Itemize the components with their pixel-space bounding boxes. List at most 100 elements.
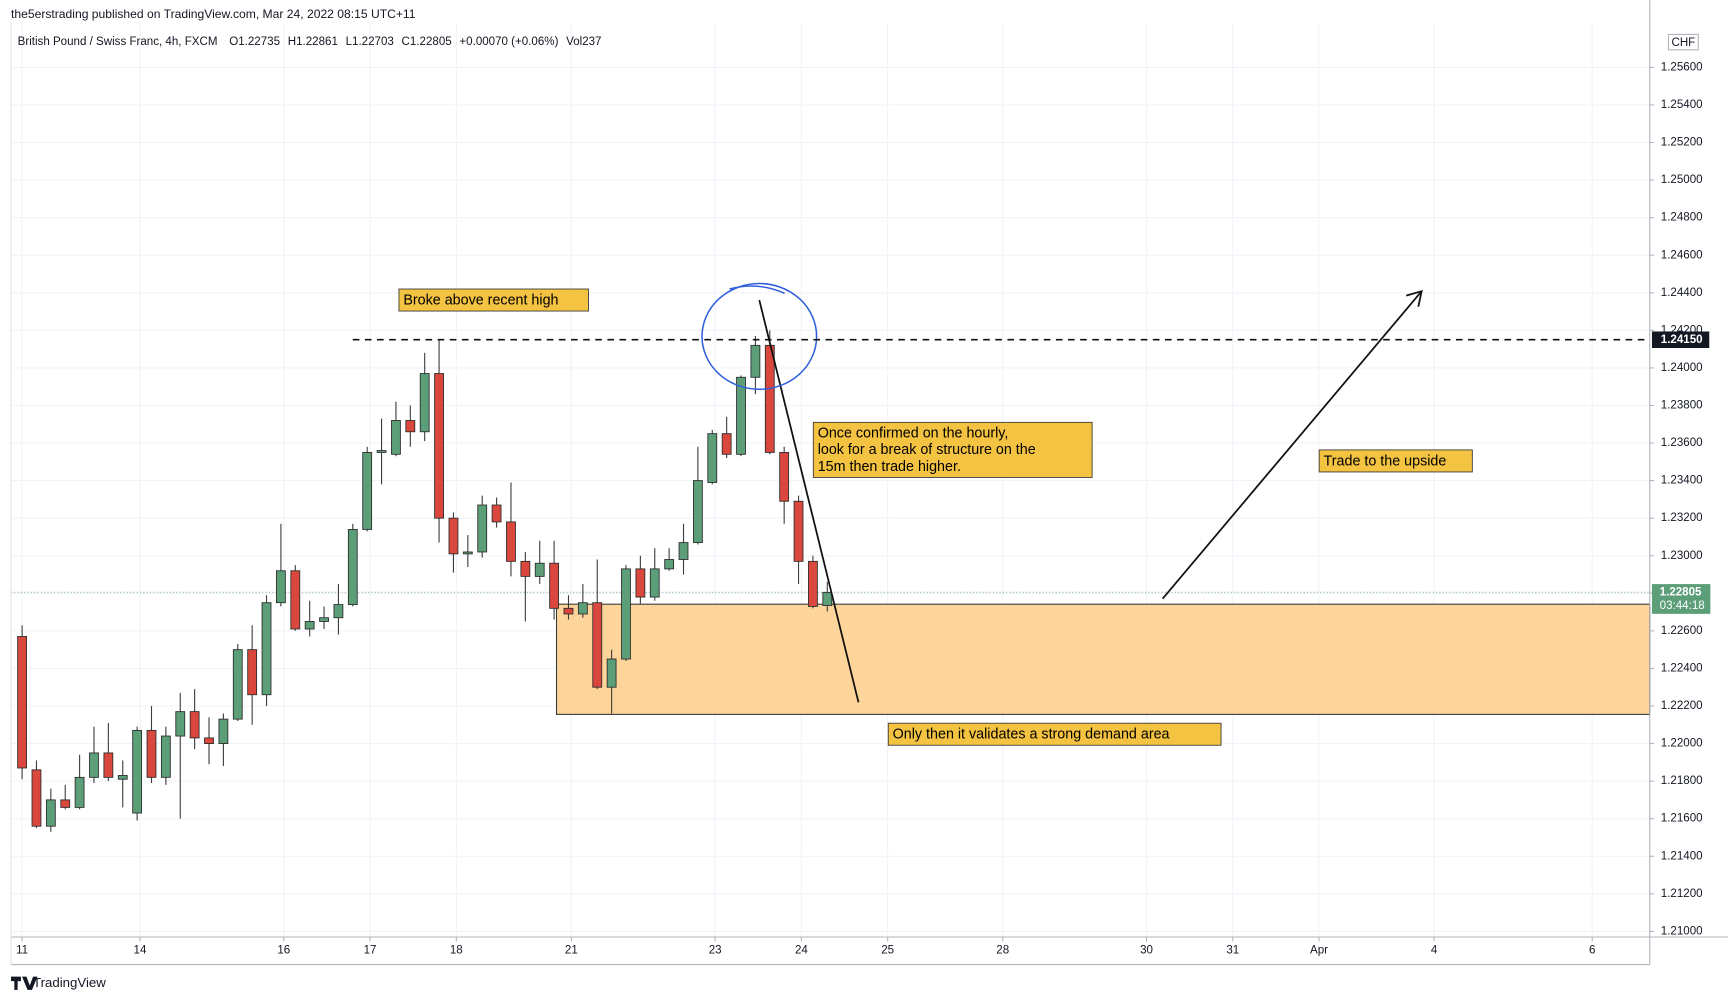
candle-body <box>45 799 56 827</box>
candle-body <box>232 649 243 720</box>
highlight-stroke <box>729 285 785 295</box>
last-price-box <box>1651 584 1711 614</box>
candle-body <box>132 729 143 814</box>
y-tick-label: 1.22200 <box>1661 700 1703 712</box>
annotation-text: Once confirmed on the hourly, <box>818 426 1009 442</box>
annotation-box <box>812 421 1093 478</box>
y-tick-label: 1.22000 <box>1661 738 1703 750</box>
y-tick-label: 1.24400 <box>1661 287 1703 299</box>
candle-body <box>563 607 574 615</box>
x-tick-label: 18 <box>450 944 463 956</box>
candle-body <box>822 591 833 606</box>
arrow-line <box>1161 290 1423 600</box>
candle-body <box>793 500 804 562</box>
quote-item: +0.00070 (+0.06%) <box>459 36 558 48</box>
y-tick-label: 1.25600 <box>1661 61 1703 73</box>
candle-body <box>592 602 603 688</box>
candle-body <box>376 450 387 453</box>
y-tick-label: 1.21400 <box>1661 850 1703 862</box>
candle-body <box>276 570 286 604</box>
candle-body <box>419 373 430 433</box>
candle-body <box>74 776 85 808</box>
y-tick-label: 1.24600 <box>1661 249 1703 261</box>
x-tick-label: 14 <box>134 944 147 956</box>
candle-body <box>736 376 746 455</box>
candle-body <box>89 752 99 778</box>
y-tick-label: 1.21800 <box>1661 775 1703 787</box>
x-tick-label: 6 <box>1589 944 1595 956</box>
x-tick-label: 28 <box>996 944 1009 956</box>
x-tick-label: 17 <box>364 944 377 956</box>
publisher: the5erstrading published on TradingView.… <box>11 7 416 21</box>
candle-body <box>692 480 703 544</box>
candle-body <box>391 420 401 455</box>
currency-box <box>1667 33 1699 51</box>
y-tick-label: 1.21000 <box>1661 925 1703 937</box>
candle-body <box>664 559 675 570</box>
y-tick-label: 1.21600 <box>1661 813 1703 825</box>
annotation-text: Broke above recent high <box>403 292 558 308</box>
logo <box>11 976 38 990</box>
x-tick-label: 23 <box>709 944 722 956</box>
level-label-box <box>1651 331 1710 349</box>
annotation-text: Only then it validates a strong demand a… <box>893 727 1170 743</box>
candle-body <box>707 433 718 483</box>
quote-item: L1.22703 <box>346 36 394 48</box>
y-tick-label: 1.25200 <box>1661 137 1703 149</box>
candle-body <box>362 451 373 530</box>
candle-body <box>549 562 560 609</box>
candle-body <box>477 504 488 553</box>
highlight-circle <box>701 282 818 391</box>
candle-body <box>146 729 157 778</box>
candle-body <box>290 570 301 630</box>
candle-body <box>750 344 761 378</box>
y-tick-label: 1.25000 <box>1661 174 1703 186</box>
annotation-box <box>887 722 1222 746</box>
annotation-text: 15m then trade higher. <box>818 459 961 475</box>
candle-body <box>103 752 114 778</box>
candle-body <box>247 649 258 696</box>
candle-body <box>462 551 473 555</box>
candle-body <box>261 602 272 696</box>
symbol: British Pound / Swiss Franc, 4h, FXCM <box>18 36 218 48</box>
quote-item: C1.22805 <box>402 36 452 48</box>
quote-item: O1.22735 <box>229 36 280 48</box>
level-label: 1.24150 <box>1661 334 1703 346</box>
candle-body <box>189 711 200 739</box>
symbol-legend: British Pound / Swiss Franc, 4h, FXCM O1… <box>18 36 602 48</box>
y-tick-label: 1.23000 <box>1661 550 1703 562</box>
y-tick-label: 1.25400 <box>1661 99 1703 111</box>
x-tick-label: 11 <box>16 944 28 956</box>
x-tick-label: 30 <box>1140 944 1153 956</box>
x-tick-label: 31 <box>1226 944 1239 956</box>
candle-body <box>434 373 444 519</box>
candle-body <box>577 602 588 615</box>
footer: TradingView <box>33 975 106 990</box>
candle-body <box>448 517 459 555</box>
candle-body <box>779 451 790 502</box>
countdown: 03:44:18 <box>1660 600 1705 612</box>
x-tick-label: 25 <box>881 944 894 956</box>
candle-body <box>304 621 315 630</box>
candle-body <box>333 604 344 619</box>
candle-body <box>621 568 631 660</box>
quote-item: Vol237 <box>566 36 601 48</box>
candle-body <box>764 344 775 453</box>
annotation-box <box>398 288 589 312</box>
candle-body <box>175 711 186 737</box>
y-tick-label: 1.24000 <box>1661 362 1703 374</box>
last-price-label: 1.22805 <box>1660 586 1702 598</box>
currency: CHF <box>1671 37 1695 49</box>
candle-body <box>160 735 171 778</box>
candle-body <box>534 562 545 577</box>
candles <box>17 330 833 832</box>
candle-body <box>520 560 531 577</box>
candle-body <box>808 560 818 607</box>
overlays: Broke above recent high Once confirmed on… <box>352 288 1650 746</box>
annotation-text: look for a break of structure on the <box>818 442 1036 458</box>
y-tick-label: 1.22400 <box>1661 662 1703 674</box>
candle-body <box>649 568 660 598</box>
candle-body <box>678 542 689 560</box>
candle-body <box>405 420 416 433</box>
